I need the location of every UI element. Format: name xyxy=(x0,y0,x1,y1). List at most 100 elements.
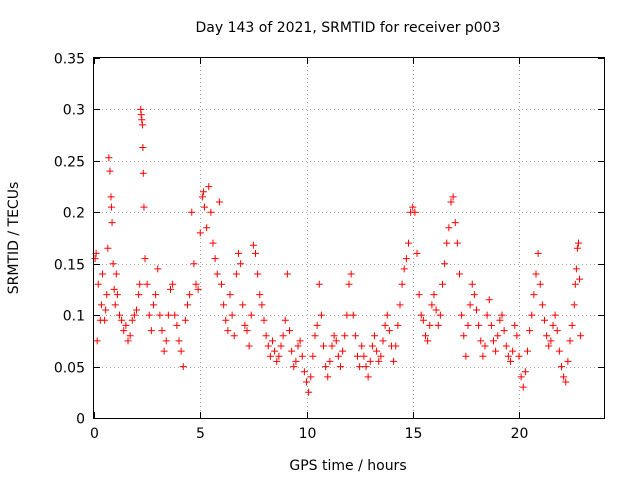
data-point-marker xyxy=(555,347,563,355)
data-point-marker xyxy=(141,255,149,263)
data-point-marker xyxy=(575,239,582,247)
data-point-marker xyxy=(320,342,327,350)
data-point-marker xyxy=(543,332,551,340)
x-tick-label: 15 xyxy=(405,426,423,442)
data-point-marker xyxy=(184,301,191,309)
data-point-marker xyxy=(558,363,565,371)
data-point-marker xyxy=(215,198,223,206)
data-point-marker xyxy=(140,203,148,211)
data-point-marker xyxy=(239,301,247,309)
data-point-marker xyxy=(237,260,245,268)
data-point-marker xyxy=(266,352,274,360)
data-point-marker xyxy=(303,378,310,386)
data-point-marker xyxy=(373,347,381,355)
data-point-marker xyxy=(99,270,106,278)
data-point-marker xyxy=(138,116,146,124)
data-point-marker xyxy=(513,332,521,340)
data-point-marker xyxy=(102,306,110,314)
data-point-marker xyxy=(139,143,147,151)
y-tick-label: 0.1 xyxy=(63,309,85,325)
data-point-marker xyxy=(160,347,168,355)
data-point-marker xyxy=(213,270,221,278)
data-point-marker xyxy=(447,198,455,206)
data-point-marker xyxy=(439,280,446,288)
data-point-marker xyxy=(262,332,270,340)
data-point-marker xyxy=(315,280,323,288)
data-point-marker xyxy=(136,280,144,288)
data-point-marker xyxy=(241,321,249,329)
data-point-marker xyxy=(286,327,293,335)
data-point-marker xyxy=(101,316,109,324)
data-point-marker xyxy=(504,352,512,360)
data-point-marker xyxy=(107,203,115,211)
data-point-marker xyxy=(337,363,344,371)
data-point-marker xyxy=(458,311,466,319)
y-tick-label: 0.3 xyxy=(63,103,85,119)
data-point-marker xyxy=(341,332,349,340)
data-point-marker xyxy=(120,327,128,335)
data-point-marker xyxy=(313,321,321,329)
chart-title: Day 143 of 2021, SRMTID for receiver p00… xyxy=(195,20,500,36)
data-point-marker xyxy=(456,270,463,278)
data-point-marker xyxy=(541,316,548,324)
data-point-marker xyxy=(137,111,145,119)
y-axis-label: SRMTID / TECUs xyxy=(6,182,22,295)
data-point-marker xyxy=(108,219,116,227)
data-point-marker xyxy=(112,270,120,278)
y-tick-label: 0.35 xyxy=(54,52,85,68)
data-point-marker xyxy=(443,239,451,247)
data-point-marker xyxy=(475,321,483,329)
data-point-marker xyxy=(573,244,581,252)
data-points xyxy=(91,105,585,396)
data-point-marker xyxy=(181,316,189,324)
data-point-marker xyxy=(113,291,121,299)
data-point-marker xyxy=(468,280,476,288)
data-point-marker xyxy=(426,321,434,329)
data-point-marker xyxy=(470,291,478,299)
data-point-marker xyxy=(230,332,238,340)
data-point-marker xyxy=(294,342,302,350)
data-point-marker xyxy=(298,352,306,360)
data-point-marker xyxy=(296,337,304,345)
grid-lines xyxy=(94,58,604,418)
data-point-marker xyxy=(292,357,300,365)
data-point-marker xyxy=(328,342,336,350)
data-point-marker xyxy=(500,327,508,335)
data-point-marker xyxy=(371,332,378,340)
data-point-marker xyxy=(300,368,308,376)
data-point-marker xyxy=(368,342,376,350)
data-point-marker xyxy=(358,342,366,350)
data-point-marker xyxy=(228,311,236,319)
data-point-marker xyxy=(218,280,225,288)
data-point-marker xyxy=(105,154,113,162)
data-point-marker xyxy=(519,383,527,391)
y-tick-label: 0.05 xyxy=(54,361,85,377)
data-point-marker xyxy=(517,373,525,381)
data-point-marker xyxy=(405,239,412,247)
data-point-marker xyxy=(224,327,232,335)
data-point-marker xyxy=(483,311,491,319)
data-point-marker xyxy=(247,311,255,319)
data-point-marker xyxy=(492,347,500,355)
data-point-marker xyxy=(509,347,517,355)
data-point-marker xyxy=(243,327,251,335)
data-point-marker xyxy=(138,121,146,129)
data-point-marker xyxy=(498,311,506,319)
data-point-marker xyxy=(479,352,487,360)
y-tick-label: 0.25 xyxy=(54,155,85,171)
data-point-marker xyxy=(424,337,432,345)
data-point-marker xyxy=(186,291,194,299)
data-point-marker xyxy=(345,280,353,288)
data-point-marker xyxy=(135,291,143,299)
data-point-marker xyxy=(190,260,198,268)
data-point-marker xyxy=(571,280,579,288)
data-point-marker xyxy=(577,332,585,340)
data-point-marker xyxy=(398,280,406,288)
data-point-marker xyxy=(256,291,264,299)
data-point-marker xyxy=(245,342,253,350)
data-point-marker xyxy=(400,265,408,273)
y-tick-label: 0 xyxy=(76,412,85,428)
data-point-marker xyxy=(430,291,438,299)
data-point-marker xyxy=(249,241,257,249)
data-point-marker xyxy=(222,316,230,324)
